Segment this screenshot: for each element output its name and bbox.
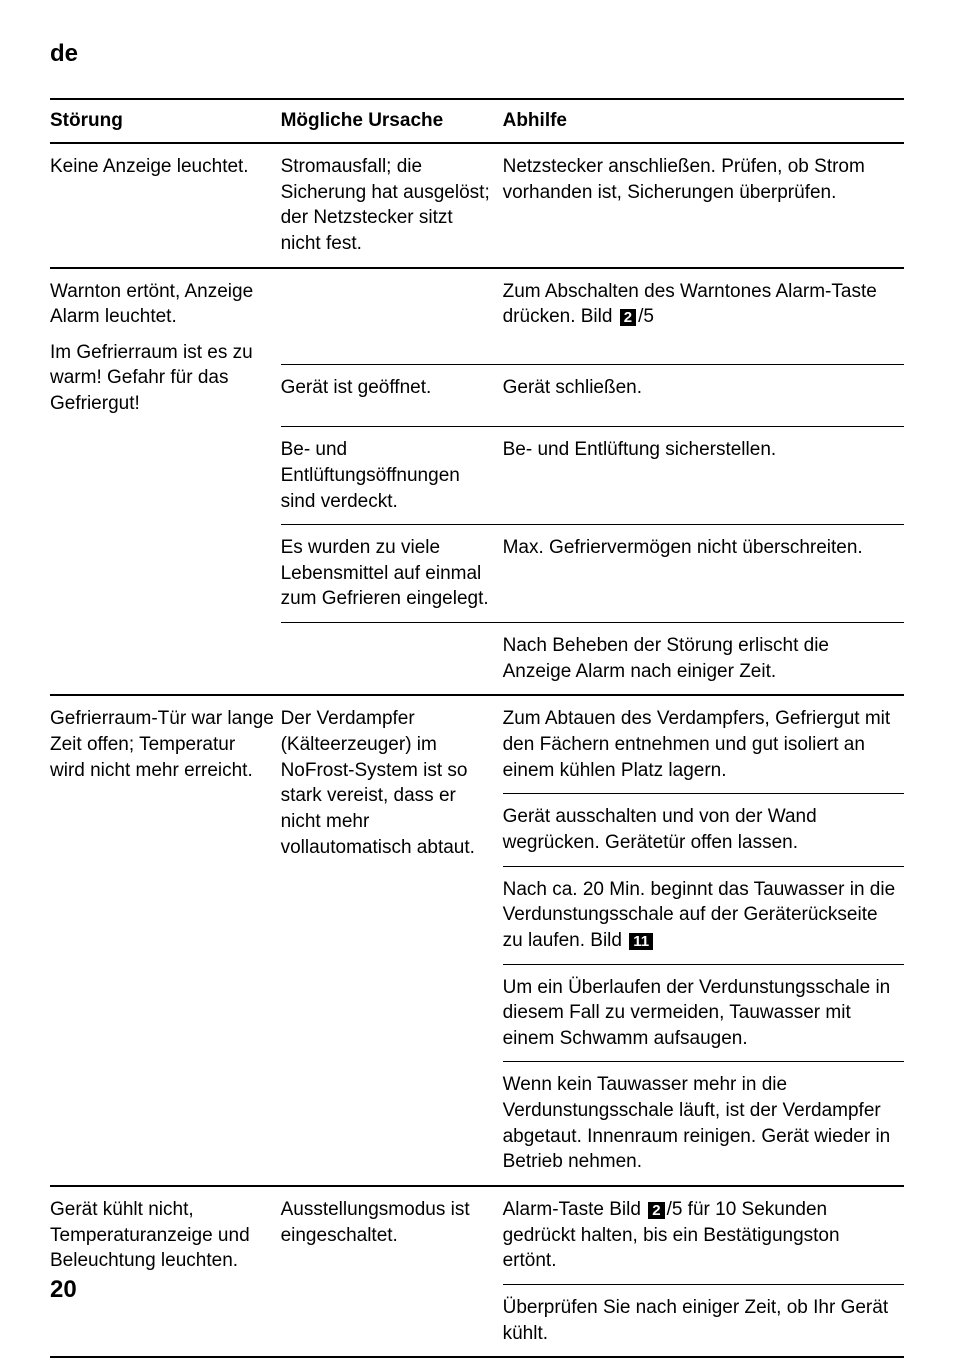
- table-row: Warnton ertönt, Anzeige Alarm leuchtet. …: [50, 268, 904, 365]
- cause-cell: Es wurden zu viele Lebensmittel auf einm…: [281, 525, 503, 623]
- cause-cell: Ausstellungsmodus ist eingeschaltet.: [281, 1186, 503, 1357]
- remedy-cell: Nach ca. 20 Min. beginnt das Tauwasser i…: [503, 866, 904, 964]
- remedy-text-post: /5: [638, 306, 654, 327]
- table-header-row: Störung Mögliche Ursache Abhilfe: [50, 99, 904, 143]
- remedy-cell: Nach Beheben der Störung erlischt die An…: [503, 623, 904, 696]
- cause-cell: Stromausfall; die Sicherung hat ausgelös…: [281, 143, 503, 268]
- table-row: Be- und Entlüftungsöffnungen sind verdec…: [50, 427, 904, 525]
- remedy-text: Alarm-Taste Bild: [503, 1199, 647, 1220]
- table-row: Nach Beheben der Störung erlischt die An…: [50, 623, 904, 696]
- fault-cell: Gerät kühlt nicht, Temperaturanzeige und…: [50, 1186, 281, 1357]
- troubleshooting-table: Störung Mögliche Ursache Abhilfe Keine A…: [50, 98, 904, 1358]
- remedy-cell: Max. Gefriervermögen nicht überschreiten…: [503, 525, 904, 623]
- col-header-cause: Mögliche Ursache: [281, 99, 503, 143]
- cause-cell: Gerät ist geöffnet.: [281, 365, 503, 427]
- table-row: Es wurden zu viele Lebensmittel auf einm…: [50, 525, 904, 623]
- page-number: 20: [50, 1276, 77, 1304]
- table-row: Keine Anzeige leuchtet. Stromausfall; di…: [50, 143, 904, 268]
- remedy-cell: Be- und Entlüftung sicherstellen.: [503, 427, 904, 525]
- remedy-cell: Netzstecker anschließen. Prüfen, ob Stro…: [503, 143, 904, 268]
- cause-cell: [281, 268, 503, 365]
- remedy-cell: Gerät schließen.: [503, 365, 904, 427]
- fault-text-line2: Im Gefrierraum ist es zu warm! Gefahr fü…: [50, 340, 275, 417]
- remedy-cell: Zum Abtauen des Verdampfers, Gefriergut …: [503, 695, 904, 793]
- figure-ref-icon: 2: [620, 309, 636, 326]
- figure-ref-icon: 2: [648, 1202, 664, 1219]
- remedy-cell: Alarm-Taste Bild 2/5 für 10 Sekunden ged…: [503, 1186, 904, 1284]
- cause-cell: Der Verdampfer (Kälteerzeuger) im NoFros…: [281, 695, 503, 1186]
- remedy-text: Zum Abschalten des Warntones Alarm-Taste…: [503, 281, 877, 328]
- language-code: de: [50, 40, 904, 68]
- fault-cell: Keine Anzeige leuchtet.: [50, 143, 281, 268]
- table-row: Gefrierraum-Tür war lange Zeit offen; Te…: [50, 695, 904, 793]
- fault-cell: Gefrierraum-Tür war lange Zeit offen; Te…: [50, 695, 281, 1186]
- fault-cell: Warnton ertönt, Anzeige Alarm leuchtet. …: [50, 268, 281, 427]
- col-header-remedy: Abhilfe: [503, 99, 904, 143]
- cause-cell: [281, 623, 503, 696]
- col-header-fault: Störung: [50, 99, 281, 143]
- cause-cell: Be- und Entlüftungsöffnungen sind verdec…: [281, 427, 503, 525]
- remedy-cell: Um ein Überlaufen der Verdunstungsschale…: [503, 964, 904, 1062]
- remedy-cell: Gerät ausschalten und von der Wand wegrü…: [503, 794, 904, 866]
- figure-ref-icon: 11: [629, 933, 653, 950]
- remedy-cell: Überprüfen Sie nach einiger Zeit, ob Ihr…: [503, 1284, 904, 1357]
- remedy-cell: Wenn kein Tauwasser mehr in die Verdunst…: [503, 1062, 904, 1186]
- table-row: Gerät kühlt nicht, Temperaturanzeige und…: [50, 1186, 904, 1284]
- remedy-text: Nach ca. 20 Min. beginnt das Tauwasser i…: [503, 879, 896, 951]
- remedy-cell: Zum Abschalten des Warntones Alarm-Taste…: [503, 268, 904, 365]
- fault-text-line1: Warnton ertönt, Anzeige Alarm leuchtet.: [50, 279, 275, 330]
